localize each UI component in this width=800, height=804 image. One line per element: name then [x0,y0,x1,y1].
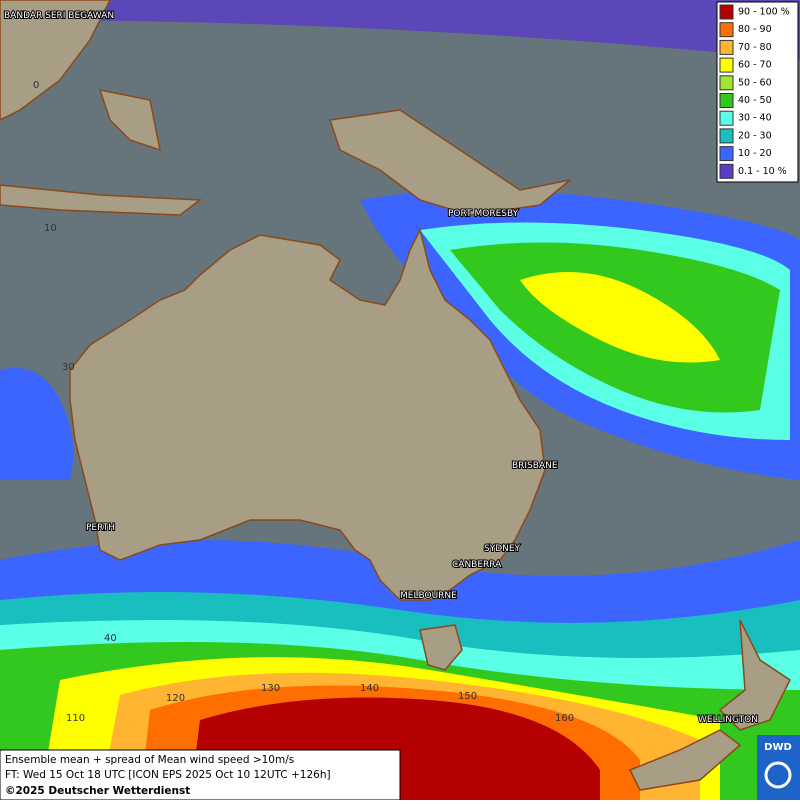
legend-label: 20 - 30 [738,130,772,141]
legend-swatch [719,22,734,38]
place-label: PORT MORESBY [448,209,519,219]
logo-icon [764,761,792,789]
caption-box [0,749,401,801]
legend-label: 60 - 70 [738,60,772,71]
grid-label: 130 [261,683,280,694]
legend-label: 90 - 100 % [738,7,790,18]
grid-label: 110 [66,713,85,724]
legend-label: 40 - 50 [738,95,772,106]
legend-swatch [719,128,734,144]
legend-swatch [719,4,734,20]
legend-swatch [719,93,734,108]
grid-label: 120 [166,693,185,704]
logo [757,735,800,800]
legend: 90 - 100 % 80 - 90 70 - 80 60 - 70 50 - 60 40… [719,4,790,179]
place-label: BRISBANE [512,461,558,471]
legend-label: 70 - 80 [738,42,772,53]
grid-label: 40 [104,633,117,644]
grid-label: 160 [555,713,574,724]
place-label: BANDAR SERI BEGAWAN [4,11,114,21]
legend-label: 50 - 60 [738,77,772,88]
legend-swatch [719,39,734,55]
place-label: WELLINGTON [698,715,758,725]
grid-label: 150 [458,691,477,702]
grid-label: 0 [33,80,39,91]
legend-label: 80 - 90 [738,24,772,35]
grid-label: 140 [360,683,379,694]
land [0,0,791,791]
caption: FT: Wed 15 Oct 18 UTC [ICON EPS 2025 Oct… [5,769,331,781]
place-label: PERTH [86,523,115,533]
place-label: MELBOURNE [400,591,457,601]
logo-text: DWD [764,742,792,753]
legend-label: 10 - 20 [738,148,772,159]
grid-label: 30 [62,362,75,373]
caption: ©2025 Deutscher Wetterdienst [5,785,190,797]
legend-swatch [719,110,734,126]
legend-swatch [719,57,734,73]
legend-swatch [719,146,734,162]
place-label: SYDNEY [484,544,521,554]
legend-label: 0.1 - 10 % [738,166,787,177]
legend-swatch [719,75,734,91]
legend-swatch [719,163,734,179]
place-label: CANBERRA [452,560,502,570]
legend-label: 30 - 40 [738,113,772,124]
caption: Ensemble mean + spread of Mean wind spee… [5,754,294,766]
grid-label: 10 [44,223,57,234]
